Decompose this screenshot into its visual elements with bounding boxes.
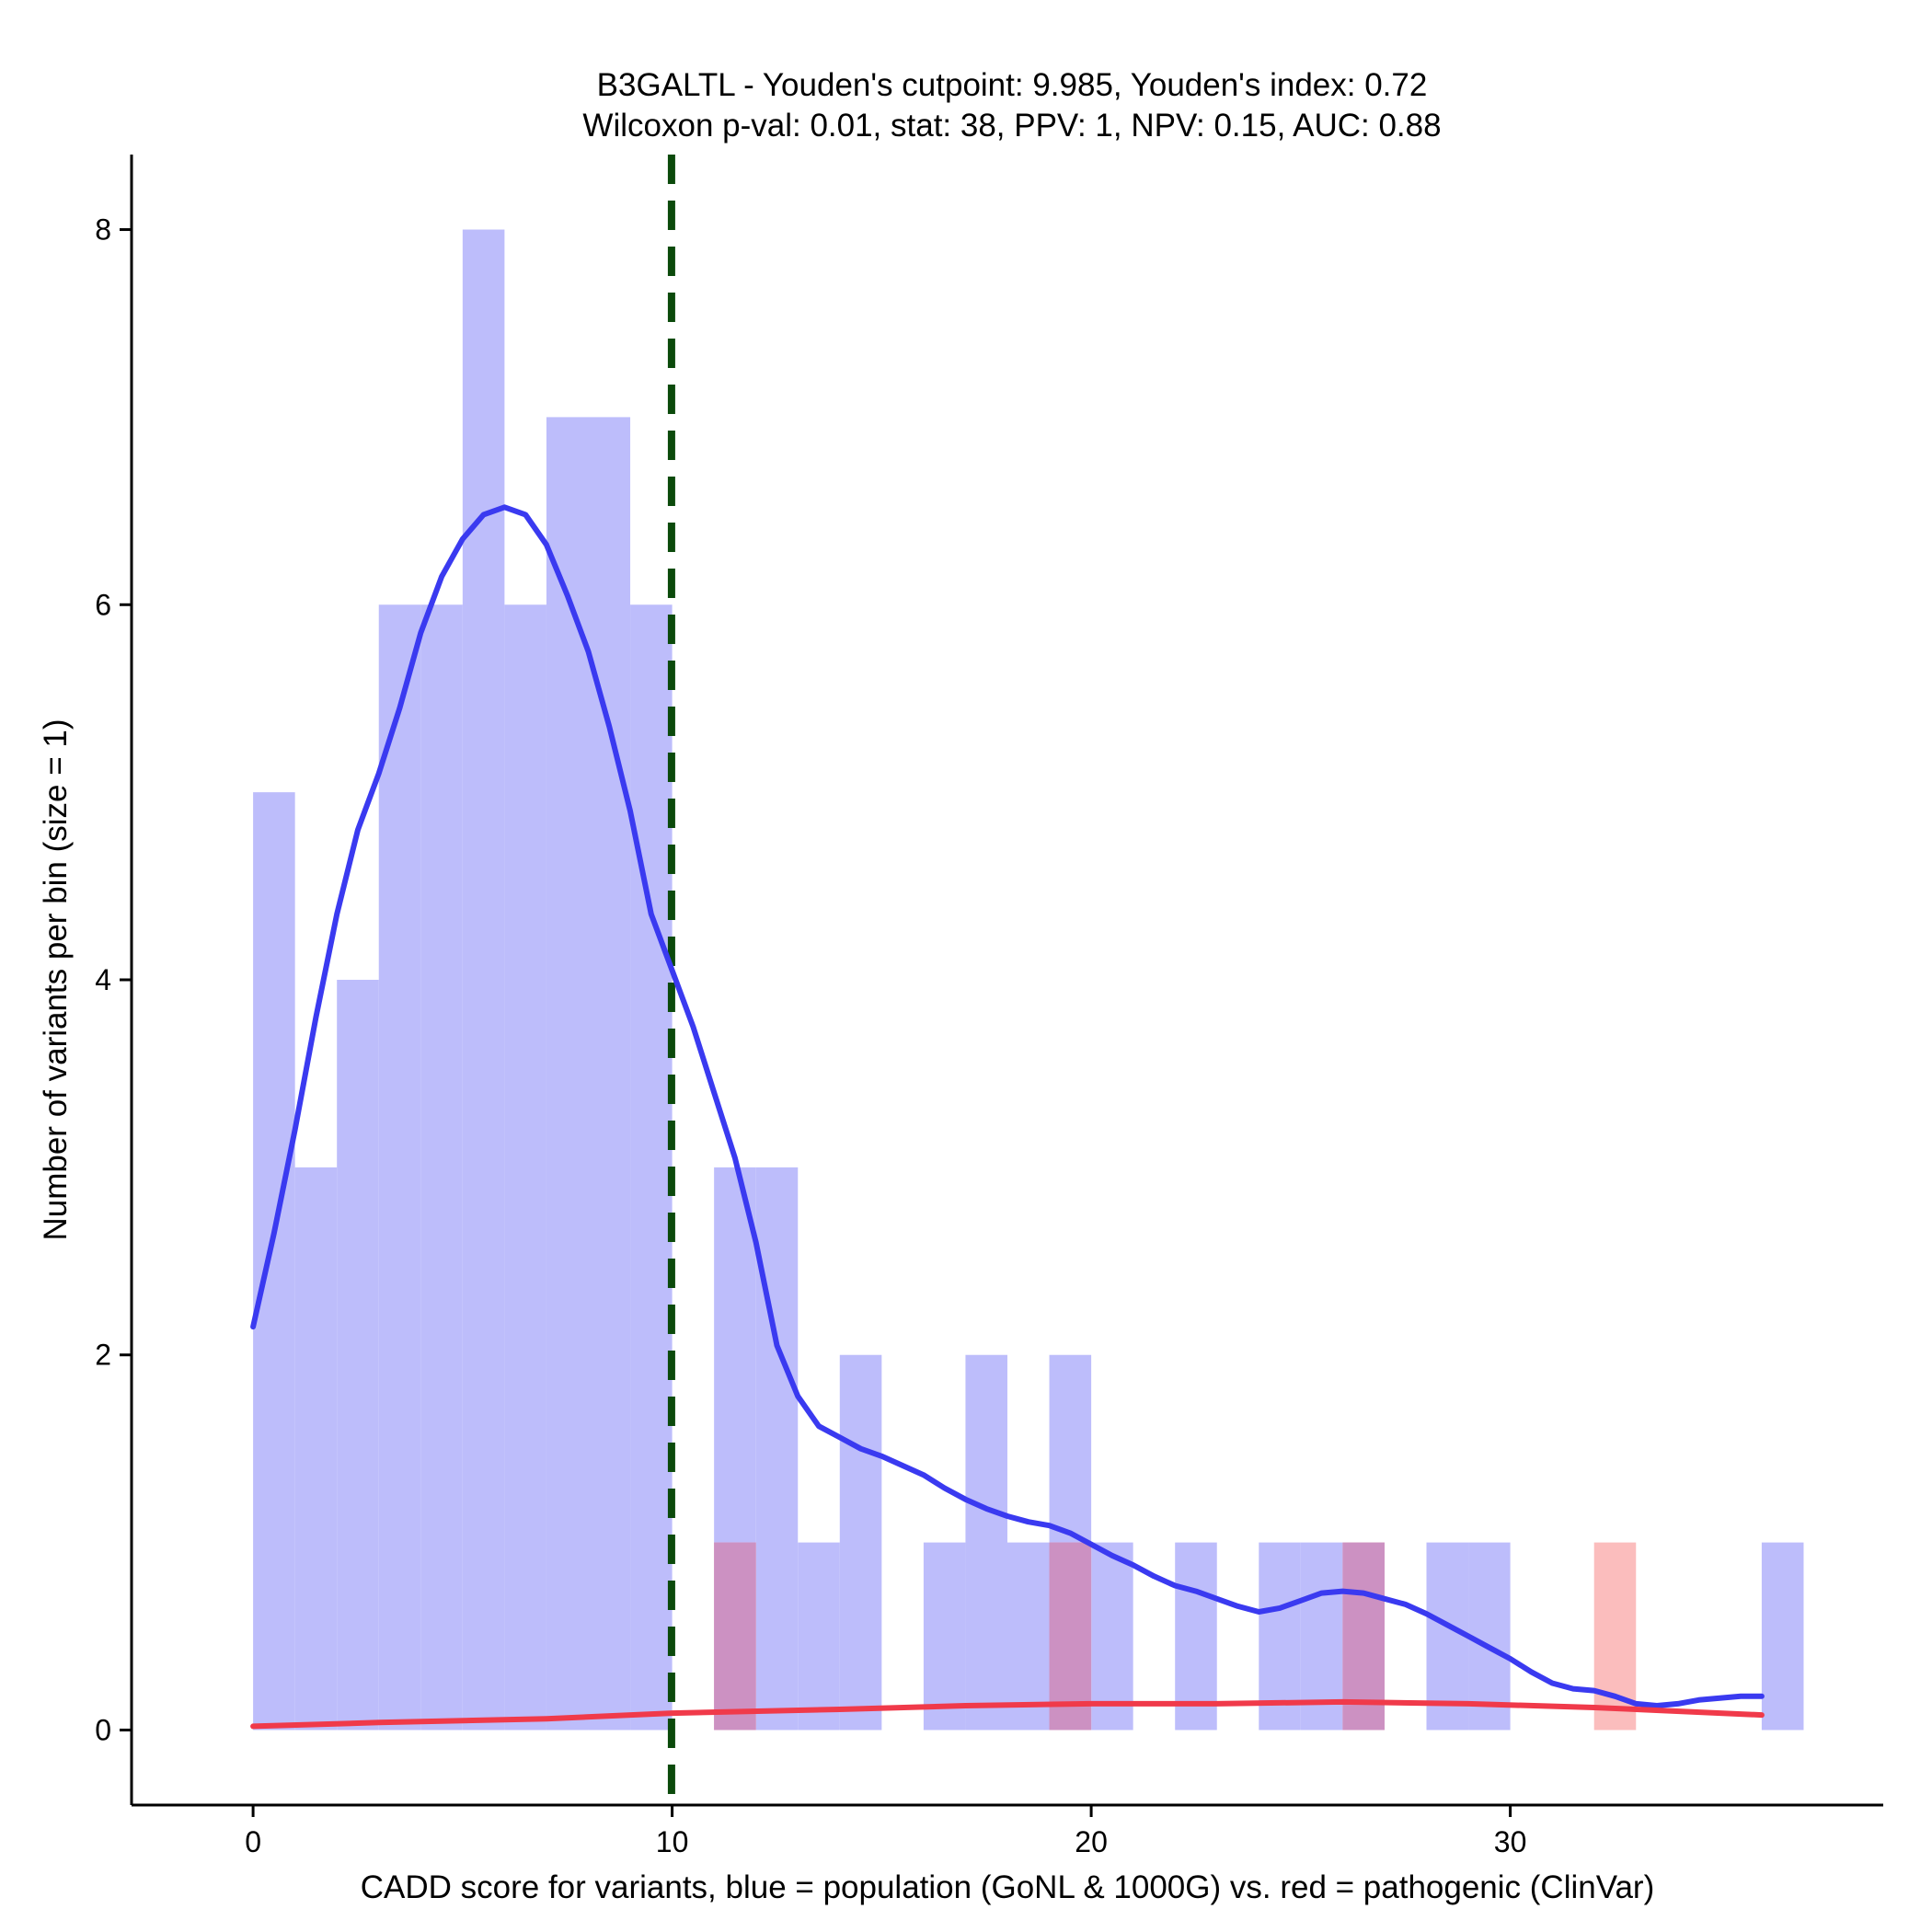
population-bar-19 bbox=[1175, 1542, 1217, 1731]
overlap-bars bbox=[714, 1542, 1385, 1731]
overlap-bar-1 bbox=[1049, 1542, 1092, 1731]
y-tick-label: 4 bbox=[95, 963, 111, 996]
population-bar-4 bbox=[420, 604, 463, 1731]
population-bar-21 bbox=[1300, 1542, 1343, 1731]
population-bar-23 bbox=[1426, 1542, 1469, 1731]
population-bar-25 bbox=[1761, 1542, 1804, 1731]
population-density-curve bbox=[250, 504, 1765, 1708]
population-bar-13 bbox=[839, 1354, 882, 1731]
overlap-bar-0 bbox=[714, 1542, 756, 1731]
population-bar-20 bbox=[1259, 1542, 1301, 1731]
population-bar-12 bbox=[798, 1542, 840, 1731]
population-bar-6 bbox=[504, 604, 546, 1731]
y-tick-label: 8 bbox=[95, 213, 111, 247]
y-tick-label: 0 bbox=[95, 1713, 111, 1746]
population-bar-7 bbox=[546, 417, 589, 1731]
population-bar-16 bbox=[1007, 1542, 1050, 1731]
population-bar-8 bbox=[588, 417, 631, 1731]
population-bar-0 bbox=[253, 792, 295, 1731]
y-axis-ticks: 0 2 4 6 8 bbox=[95, 213, 132, 1746]
population-bar-2 bbox=[337, 980, 379, 1731]
x-tick-label: 30 bbox=[1494, 1825, 1527, 1858]
population-bar-18 bbox=[1091, 1542, 1133, 1731]
overlap-bar-2 bbox=[1342, 1542, 1385, 1731]
population-bar-11 bbox=[755, 1167, 799, 1731]
population-bar-1 bbox=[294, 1167, 338, 1731]
x-axis-ticks: 0 10 20 30 bbox=[245, 1805, 1526, 1858]
y-tick-label: 2 bbox=[95, 1339, 111, 1372]
population-bar-9 bbox=[630, 604, 673, 1731]
x-tick-label: 10 bbox=[656, 1825, 689, 1858]
y-axis-title: Number of variants per bin (size = 1) bbox=[38, 719, 74, 1240]
chart-title: B3GALTL - Youden's cutpoint: 9.985, Youd… bbox=[597, 67, 1428, 103]
population-bars bbox=[253, 229, 1804, 1731]
x-tick-label: 20 bbox=[1075, 1825, 1108, 1858]
pathogenic-density-curve bbox=[250, 1698, 1765, 1730]
population-bar-15 bbox=[965, 1354, 1007, 1731]
y-tick-label: 6 bbox=[95, 588, 111, 621]
x-tick-label: 0 bbox=[245, 1825, 261, 1858]
population-bar-14 bbox=[923, 1542, 966, 1731]
chart-subtitle: Wilcoxon p-val: 0.01, stat: 38, PPV: 1, … bbox=[582, 108, 1441, 144]
population-bar-3 bbox=[378, 604, 421, 1731]
population-bar-5 bbox=[462, 229, 505, 1731]
population-bar-24 bbox=[1468, 1542, 1511, 1731]
x-axis-title: CADD score for variants, blue = populati… bbox=[361, 1869, 1655, 1905]
